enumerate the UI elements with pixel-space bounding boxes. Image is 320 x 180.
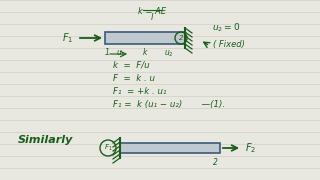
- Text: Similarly: Similarly: [18, 135, 73, 145]
- Text: $u_2 = 0$: $u_2 = 0$: [212, 22, 240, 34]
- Text: 2: 2: [212, 158, 217, 167]
- Text: $F_1$: $F_1$: [104, 143, 112, 153]
- Bar: [120, 143, 220, 153]
- Text: k  =  F/u: k = F/u: [113, 60, 150, 69]
- Text: ( Fixed): ( Fixed): [213, 39, 245, 48]
- Text: F  =  k . u: F = k . u: [113, 73, 155, 82]
- Text: 2: 2: [179, 35, 183, 41]
- Text: $u_2$: $u_2$: [164, 48, 174, 58]
- Bar: [105, 32, 185, 44]
- Text: F₁ =  k (u₁ − u₂)       —(1).: F₁ = k (u₁ − u₂) —(1).: [113, 100, 225, 109]
- Text: k = AE: k = AE: [138, 7, 166, 16]
- Text: $F_1$: $F_1$: [62, 31, 73, 45]
- Text: l: l: [151, 13, 153, 22]
- Text: $u_1$: $u_1$: [116, 48, 126, 58]
- Text: $F_2$: $F_2$: [245, 141, 256, 155]
- Text: F₁  = +k . u₁: F₁ = +k . u₁: [113, 87, 166, 96]
- Text: 1: 1: [105, 48, 109, 57]
- Text: k: k: [143, 48, 147, 57]
